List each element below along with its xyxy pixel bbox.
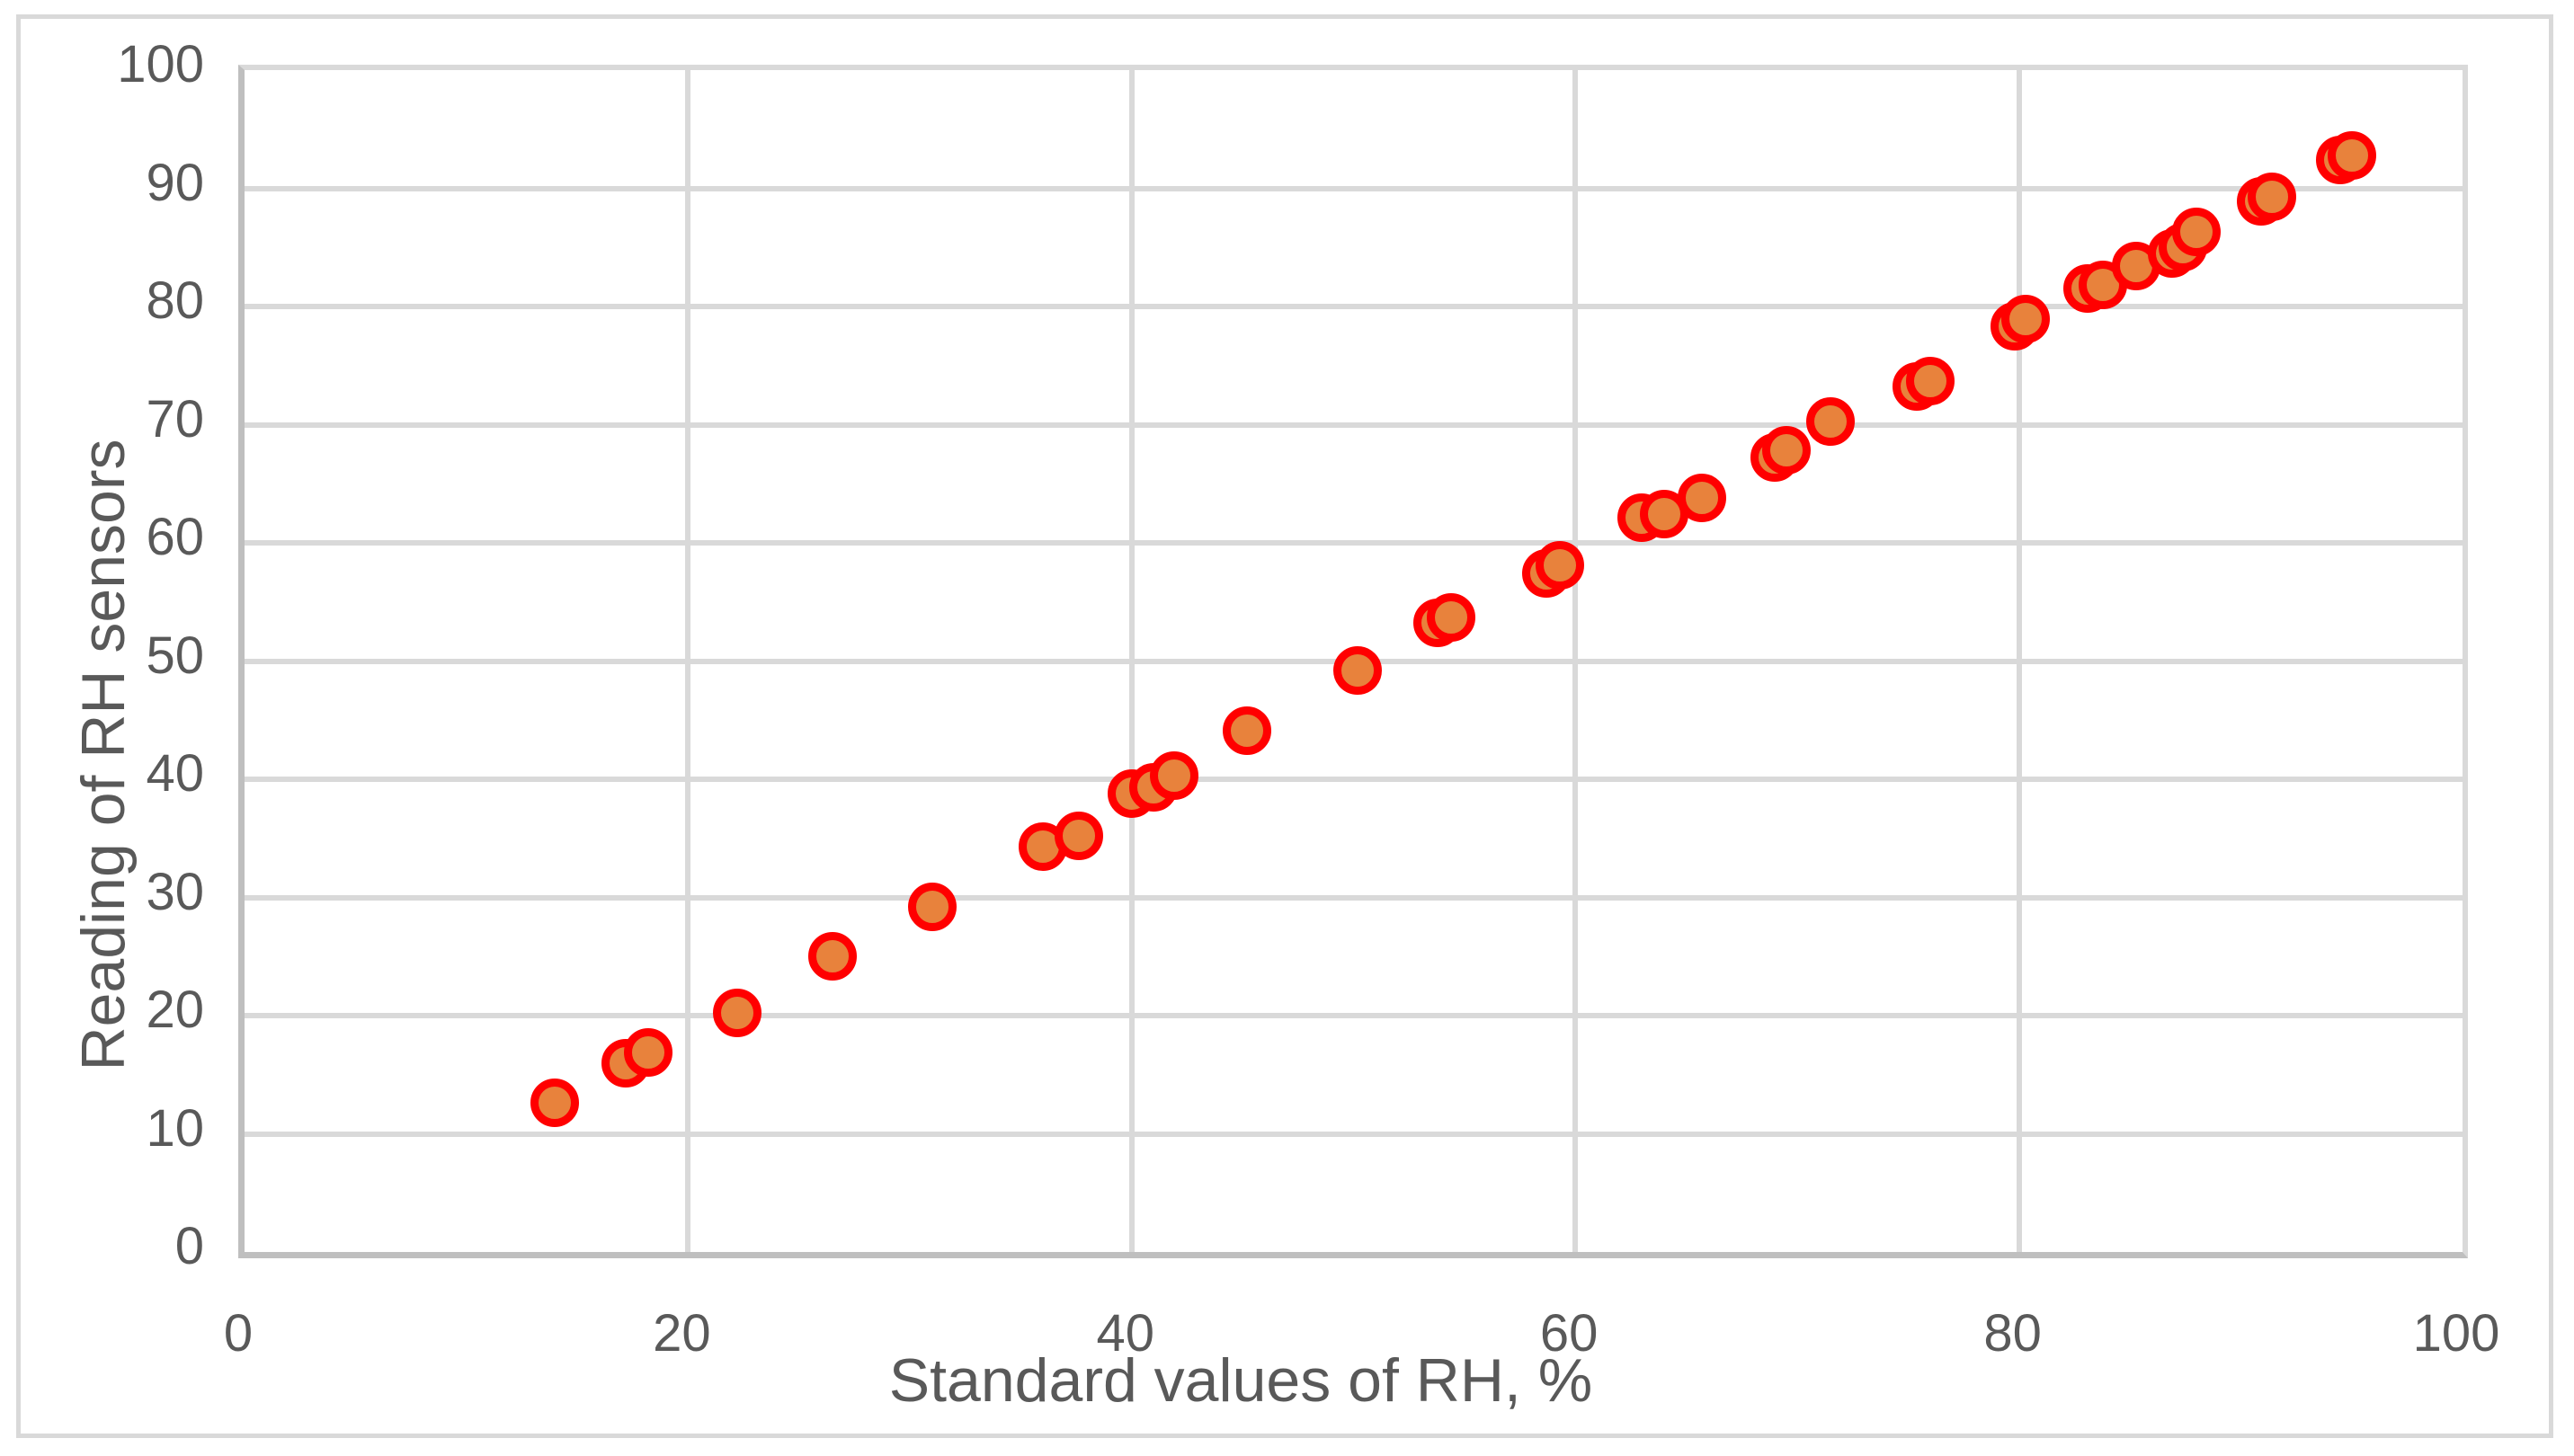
gridline-y-60 (245, 540, 2463, 546)
gridline-x-60 (1572, 70, 1579, 1252)
data-point (2001, 295, 2050, 344)
x-tick-label-20: 20 (653, 1304, 711, 1363)
gridline-y-40 (245, 777, 2463, 782)
data-point (530, 1079, 580, 1128)
y-tick-label-10: 10 (146, 1098, 204, 1158)
y-tick-label-50: 50 (146, 626, 204, 685)
data-point (2171, 208, 2221, 257)
y-tick-label-90: 90 (146, 153, 204, 212)
data-point (1149, 751, 1198, 801)
figure-border (16, 14, 2553, 1438)
gridline-y-30 (245, 894, 2463, 901)
x-axis-title: Standard values of RH, % (888, 1346, 1593, 1415)
data-point (1805, 396, 1855, 446)
y-tick-label-40: 40 (146, 744, 204, 803)
y-tick-label-60: 60 (146, 508, 204, 566)
gridline-y-80 (245, 304, 2463, 309)
gridline-x-20 (685, 70, 691, 1252)
gridline-y-70 (245, 422, 2463, 428)
data-point (2327, 130, 2376, 180)
gridline-y-10 (245, 1131, 2463, 1137)
gridline-y-20 (245, 1013, 2463, 1018)
data-point (1677, 474, 1726, 523)
y-tick-label-80: 80 (146, 271, 204, 330)
data-point (1333, 646, 1383, 696)
data-point (1535, 540, 1584, 590)
y-tick-label-30: 30 (146, 862, 204, 921)
data-point (807, 932, 857, 981)
data-point (2247, 172, 2296, 221)
plot-area (238, 65, 2468, 1258)
x-tick-label-0: 0 (223, 1304, 254, 1363)
x-tick-label-60: 60 (1539, 1304, 1599, 1363)
gridline-x-80 (2016, 70, 2022, 1252)
data-point (1054, 812, 1103, 861)
data-point (712, 989, 762, 1038)
y-tick-label-0: 0 (174, 1217, 204, 1275)
gridline-y-90 (245, 185, 2463, 191)
data-point (1427, 592, 1476, 642)
x-tick-label-80: 80 (1983, 1304, 2042, 1363)
x-tick-label-100: 100 (2412, 1304, 2500, 1363)
y-axis-title-text: Reading of RH sensors (69, 439, 138, 1071)
y-tick-label-70: 70 (146, 389, 204, 448)
data-point (1905, 356, 1955, 405)
y-tick-label-20: 20 (146, 981, 204, 1039)
data-point (1761, 426, 1811, 475)
data-point (623, 1027, 672, 1077)
gridline-x-40 (1128, 70, 1135, 1252)
y-tick-label-100: 100 (117, 35, 204, 93)
data-point (1223, 706, 1272, 756)
data-point (907, 883, 957, 932)
x-tick-label-40: 40 (1096, 1304, 1155, 1363)
